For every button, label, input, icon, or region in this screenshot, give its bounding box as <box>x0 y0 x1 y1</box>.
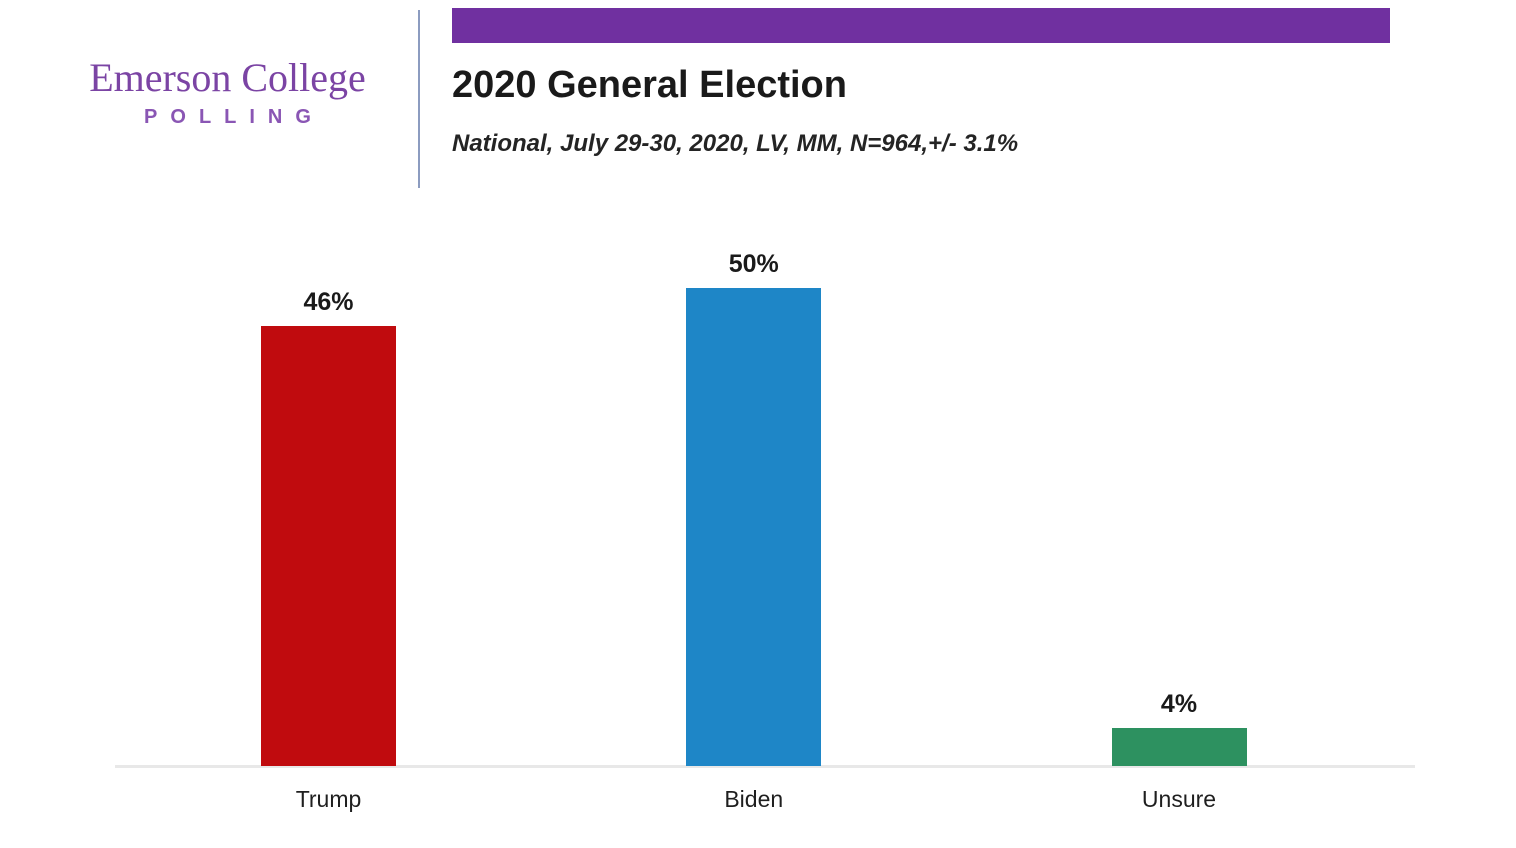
bar-trump <box>261 326 396 766</box>
bar-biden <box>686 288 822 766</box>
emerson-college-logo: Emerson College POLLING <box>40 56 415 129</box>
category-label-trump: Trump <box>295 786 362 812</box>
chart-title: 2020 General Election <box>452 64 847 106</box>
value-label-biden: 50% <box>728 250 779 278</box>
purple-banner <box>452 8 1390 43</box>
bar-unsure <box>1111 728 1247 766</box>
category-label-biden: Biden <box>724 786 784 812</box>
logo-name: Emerson College <box>89 55 366 100</box>
value-label-unsure: 4% <box>1160 690 1198 718</box>
x-axis-line <box>115 765 1415 768</box>
category-label-unsure: Unsure <box>1141 786 1217 812</box>
chart-subtitle: National, July 29-30, 2020, LV, MM, N=96… <box>452 130 1019 157</box>
value-label-trump: 46% <box>303 288 354 316</box>
logo-subname: POLLING <box>144 106 324 128</box>
header-divider <box>418 10 420 188</box>
